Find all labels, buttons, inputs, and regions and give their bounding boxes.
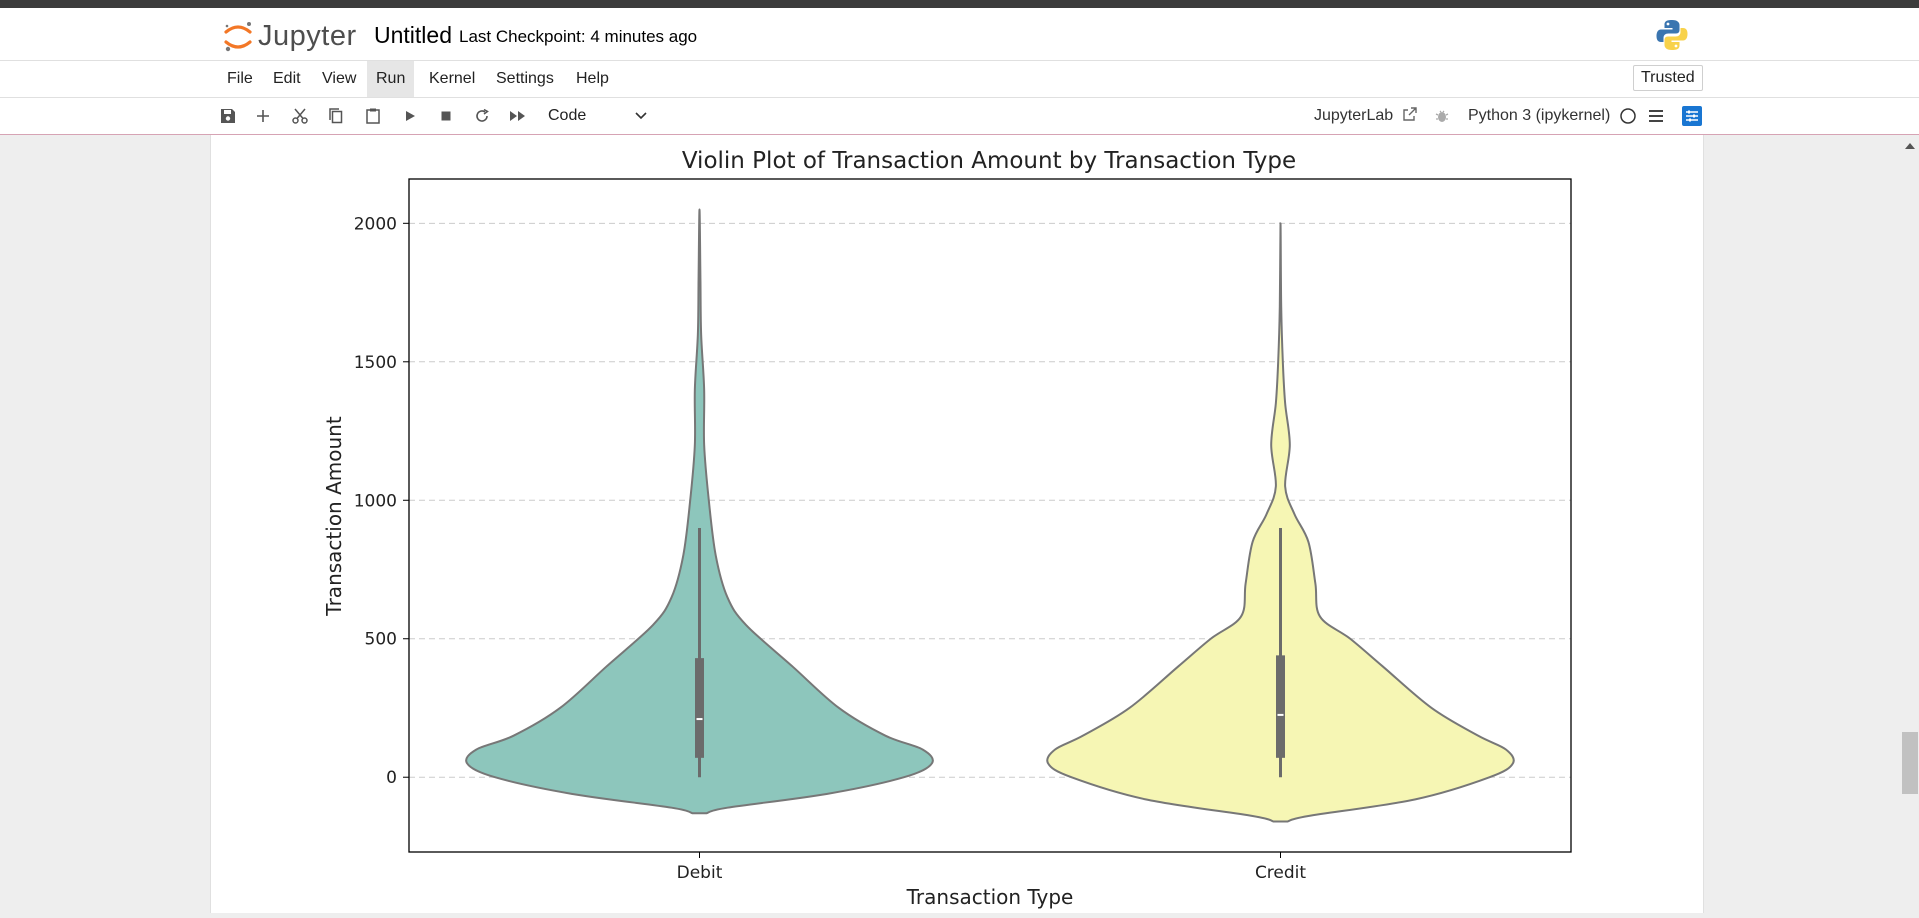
- scroll-up-arrow-icon[interactable]: [1904, 141, 1916, 151]
- restart-kernel-button[interactable]: [470, 104, 494, 128]
- menu-bar: File Edit View Run Kernel Settings Help …: [0, 61, 1919, 98]
- violin-credit: [1046, 222, 1515, 823]
- external-link-icon: [1402, 107, 1417, 121]
- y-tick-label-1000: 1000: [354, 491, 397, 511]
- y-tick-label-1500: 1500: [354, 353, 397, 373]
- notebook-header: Jupyter Untitled Last Checkpoint: 4 minu…: [0, 8, 1919, 61]
- menu-help[interactable]: Help: [576, 70, 609, 87]
- chart-y-ticks: 0 500 1000 1500 2000: [354, 214, 409, 788]
- scrollbar-thumb[interactable]: [1902, 732, 1918, 794]
- stop-icon: [441, 111, 451, 121]
- violin-iqr-box-debit: [695, 658, 704, 758]
- restart-icon: [476, 108, 489, 122]
- y-tick-label-2000: 2000: [354, 214, 397, 234]
- settings-sliders-icon: [1682, 106, 1702, 126]
- scissors-icon: [292, 108, 308, 124]
- insert-cell-button[interactable]: [251, 104, 275, 128]
- cell-type-value: Code: [548, 107, 587, 124]
- chart-title: Violin Plot of Transaction Amount by Tra…: [682, 148, 1296, 174]
- restart-run-all-button[interactable]: [506, 104, 530, 128]
- chart-x-axis-label: Transaction Type: [906, 885, 1074, 909]
- menu-settings[interactable]: Settings: [496, 70, 554, 87]
- fast-forward-icon: [510, 111, 525, 121]
- x-tick-label-credit: Credit: [1255, 863, 1306, 883]
- menu-lines-icon: [1649, 110, 1663, 122]
- cut-button[interactable]: [288, 104, 312, 128]
- jupyter-logo-text: Jupyter: [258, 19, 357, 52]
- jupyter-logo-icon: [224, 22, 252, 52]
- paste-icon: [366, 108, 380, 124]
- save-icon: [221, 109, 235, 123]
- notebook-title[interactable]: Untitled: [374, 22, 452, 48]
- vertical-scrollbar[interactable]: [1899, 135, 1919, 913]
- window-top-strip: [0, 0, 1919, 8]
- python-logo-icon: [1656, 20, 1688, 50]
- jupyterlab-link[interactable]: JupyterLab: [1314, 98, 1418, 134]
- chart-frame: [408, 178, 1572, 853]
- notebook-panel: Violin Plot of Transaction Amount by Tra…: [210, 135, 1704, 913]
- kernel-name-button[interactable]: Python 3 (ipykernel): [1468, 107, 1611, 124]
- debugger-button[interactable]: [1430, 104, 1454, 128]
- menu-edit[interactable]: Edit: [273, 70, 301, 87]
- jupyterlab-link-label: JupyterLab: [1314, 107, 1394, 124]
- chevron-down-icon: [635, 112, 647, 120]
- paste-button[interactable]: [361, 104, 385, 128]
- menu-run[interactable]: Run: [367, 61, 415, 97]
- y-tick-label-0: 0: [386, 768, 397, 788]
- chart-violins: [465, 208, 1515, 823]
- kernel-status-indicator: [1616, 104, 1640, 128]
- plus-icon: [257, 110, 269, 122]
- menu-kernel[interactable]: Kernel: [429, 70, 476, 87]
- menu-view[interactable]: View: [322, 70, 357, 87]
- violin-iqr-box-credit: [1276, 655, 1285, 758]
- kernel-idle-circle-icon: [1620, 108, 1636, 124]
- violin-debit: [465, 208, 934, 815]
- chart-y-axis-label: Transaction Amount: [322, 416, 346, 617]
- bug-icon: [1435, 110, 1449, 122]
- toggle-view-button[interactable]: [1644, 104, 1668, 128]
- interrupt-kernel-button[interactable]: [434, 104, 458, 128]
- trusted-indicator[interactable]: Trusted: [1633, 65, 1703, 91]
- save-button[interactable]: [216, 104, 240, 128]
- chart-x-ticks: Debit Credit: [677, 852, 1306, 883]
- y-tick-label-500: 500: [365, 630, 397, 650]
- copy-button[interactable]: [324, 104, 348, 128]
- menu-file[interactable]: File: [227, 70, 253, 87]
- last-checkpoint: Last Checkpoint: 4 minutes ago: [459, 27, 698, 46]
- run-cell-button[interactable]: [398, 104, 422, 128]
- cell-type-select[interactable]: Code: [548, 105, 648, 127]
- x-tick-label-debit: Debit: [677, 863, 723, 883]
- jupyter-logo[interactable]: Jupyter: [222, 16, 357, 56]
- notebook-toolbar: Code JupyterLab Python 3 (ipykernel): [0, 98, 1919, 135]
- copy-icon: [329, 108, 343, 124]
- violin-chart: Violin Plot of Transaction Amount by Tra…: [322, 148, 1572, 909]
- property-inspector-button[interactable]: [1680, 104, 1704, 128]
- play-icon: [406, 111, 415, 121]
